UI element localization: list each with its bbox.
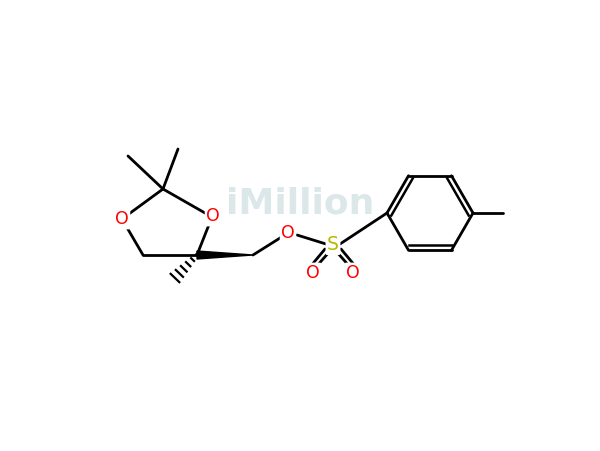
Text: O: O (115, 210, 129, 228)
Text: O: O (346, 264, 360, 282)
Text: S: S (327, 235, 339, 253)
Text: O: O (306, 264, 320, 282)
Text: O: O (206, 207, 220, 225)
Polygon shape (197, 251, 253, 259)
Text: iMillion: iMillion (226, 186, 374, 220)
Text: O: O (281, 224, 295, 242)
